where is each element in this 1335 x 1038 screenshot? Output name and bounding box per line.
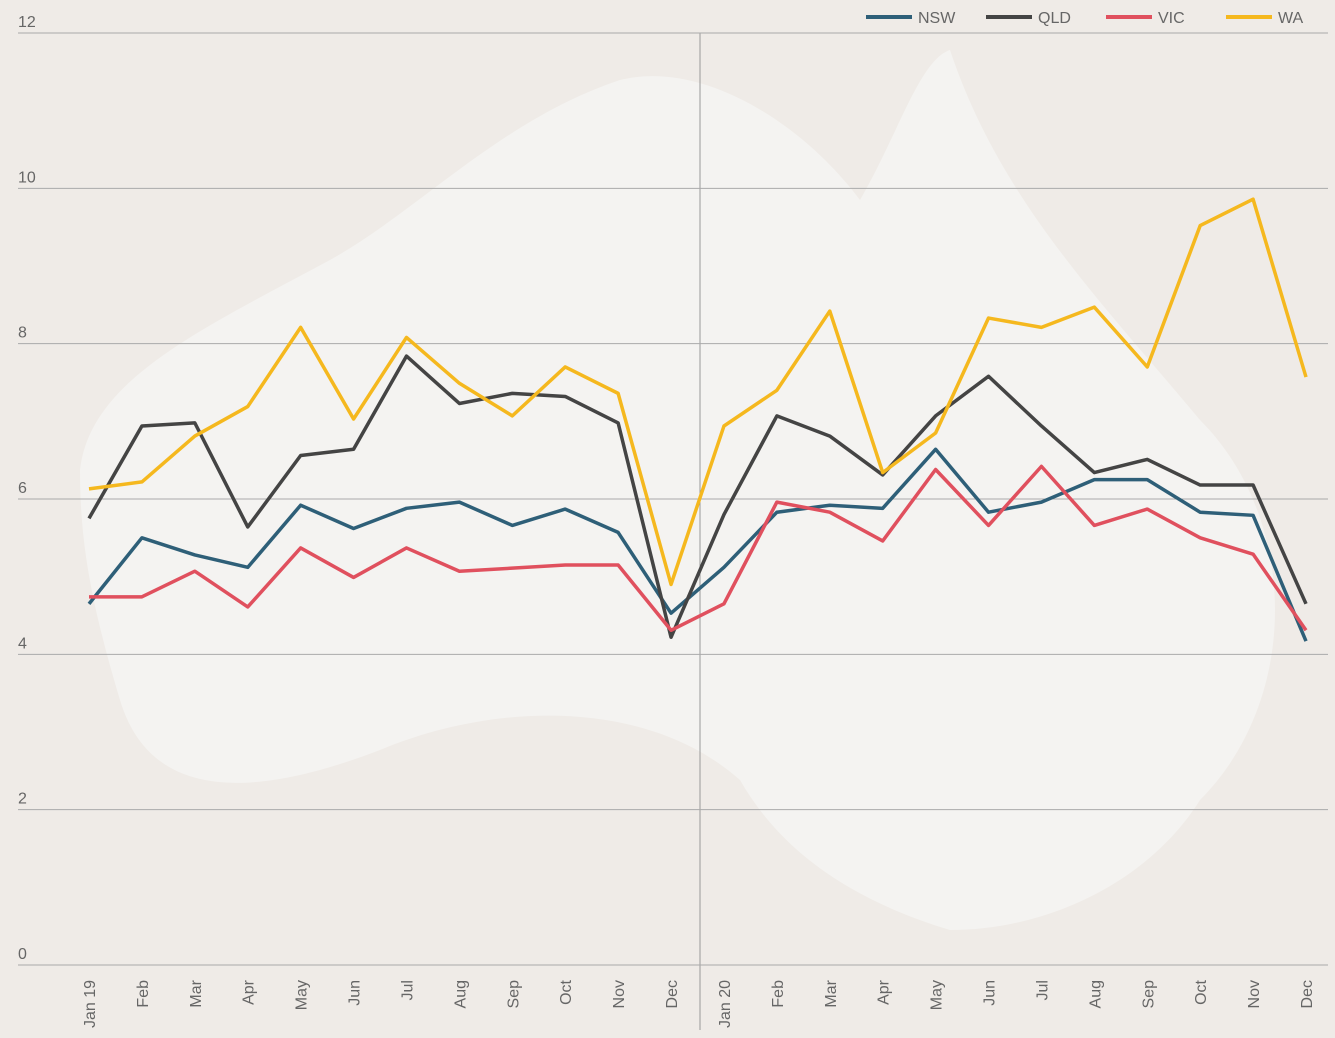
series-line bbox=[87, 354, 1308, 639]
x-tick-label: Nov bbox=[1246, 980, 1263, 1008]
series-line bbox=[87, 447, 1308, 642]
legend-label: QLD bbox=[1038, 10, 1071, 27]
x-tick-label: Jan 19 bbox=[82, 980, 99, 1028]
series-line bbox=[88, 197, 1308, 587]
y-tick-label: 8 bbox=[18, 325, 27, 342]
y-tick-label: 0 bbox=[18, 946, 27, 963]
x-tick-label: Mar bbox=[823, 979, 840, 1007]
x-tick-label: Nov bbox=[611, 980, 628, 1008]
map-background bbox=[80, 50, 1275, 930]
y-tick-label: 4 bbox=[18, 635, 27, 652]
x-tick-label: Feb bbox=[770, 980, 787, 1008]
x-tick-label: Apr bbox=[241, 979, 258, 1005]
y-tick-label: 12 bbox=[18, 14, 36, 31]
x-tick-label: Dec bbox=[664, 980, 681, 1008]
x-tick-label: Jul bbox=[399, 980, 416, 1000]
y-tick-label: 10 bbox=[18, 169, 36, 186]
x-tick-label: Oct bbox=[558, 979, 575, 1004]
series-line bbox=[89, 464, 1308, 633]
x-tick-label: May bbox=[294, 980, 311, 1010]
x-tick-label: Feb bbox=[135, 980, 152, 1008]
x-tick-label: May bbox=[929, 980, 946, 1010]
x-tick-label: Sep bbox=[505, 980, 522, 1009]
legend-label: NSW bbox=[918, 10, 956, 27]
legend-label: WA bbox=[1278, 10, 1304, 27]
x-tick-label: Dec bbox=[1299, 980, 1316, 1008]
x-tick-label: Aug bbox=[1087, 980, 1104, 1008]
y-tick-label: 2 bbox=[18, 791, 27, 808]
x-tick-label: Oct bbox=[1193, 979, 1210, 1004]
x-tick-label: Mar bbox=[188, 979, 205, 1007]
legend-label: VIC bbox=[1158, 10, 1185, 27]
x-tick-label: Jun bbox=[347, 980, 364, 1006]
x-tick-label: Jan 20 bbox=[717, 980, 734, 1028]
x-tick-label: Jun bbox=[982, 980, 999, 1006]
x-tick-label: Aug bbox=[452, 980, 469, 1008]
x-tick-label: Jul bbox=[1034, 980, 1051, 1000]
y-tick-label: 6 bbox=[18, 480, 27, 497]
x-tick-label: Apr bbox=[876, 979, 893, 1005]
x-tick-label: Sep bbox=[1140, 980, 1157, 1009]
